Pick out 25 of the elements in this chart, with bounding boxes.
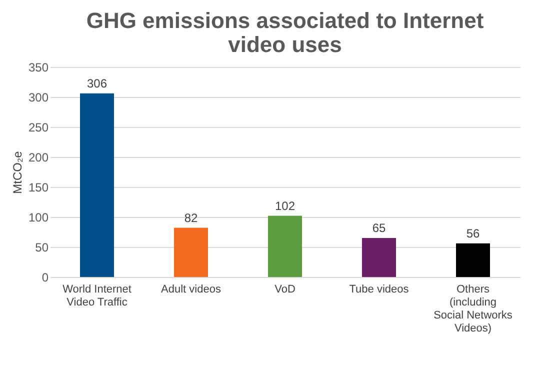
x-tick-label: Adult videos	[161, 284, 222, 296]
bar	[80, 93, 114, 277]
y-tick-label: 100	[28, 210, 49, 224]
data-label: 102	[274, 198, 296, 213]
y-tick-label: 300	[28, 90, 49, 104]
y-tick-label: 50	[35, 240, 49, 254]
data-label: 82	[184, 210, 198, 225]
y-tick-label: 200	[28, 150, 49, 164]
bar	[362, 238, 396, 277]
x-tick-label: Others (including Social Networks Videos)	[434, 284, 513, 334]
chart-title: GHG emissions associated to Internet video uses	[86, 8, 484, 57]
data-label: 65	[372, 221, 386, 235]
bar	[174, 228, 208, 277]
bar	[456, 243, 490, 277]
data-label: 56	[466, 226, 480, 240]
x-tick-label: VoD	[274, 284, 296, 296]
data-label: 306	[86, 76, 108, 90]
y-tick-label: 150	[28, 180, 49, 194]
x-tick-label: Tube videos	[349, 284, 410, 296]
y-axis-title: MtCO₂e	[10, 150, 24, 194]
y-tick-label: 250	[28, 120, 49, 134]
y-tick-label: 350	[28, 60, 49, 74]
x-tick-label: World Internet Video Traffic	[62, 284, 132, 308]
bar	[268, 216, 302, 277]
y-tick-label: 0	[42, 270, 49, 284]
